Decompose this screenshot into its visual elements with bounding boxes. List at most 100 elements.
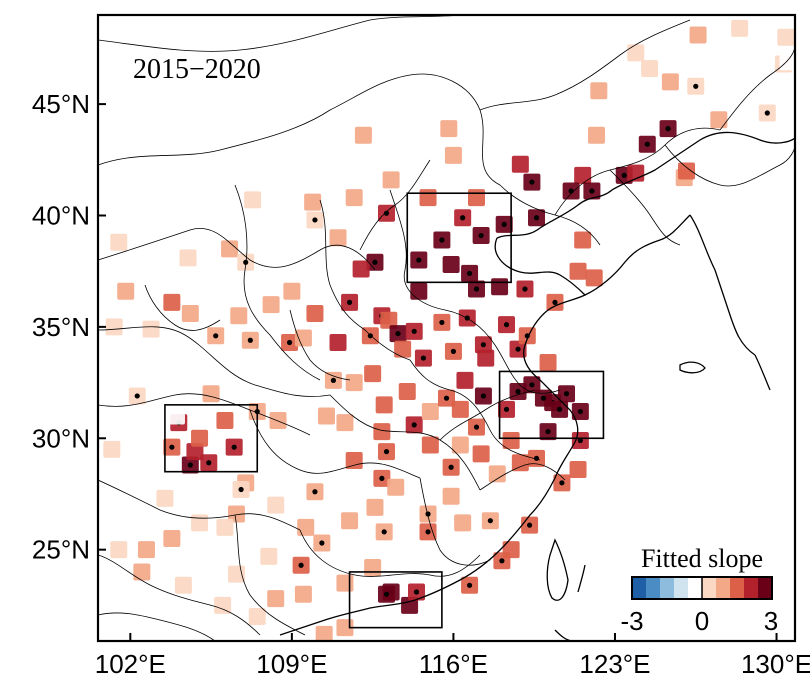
city-marker bbox=[440, 120, 458, 138]
city-marker bbox=[191, 429, 209, 447]
y-tick-label: 35°N bbox=[32, 312, 90, 342]
legend-swatch bbox=[744, 577, 759, 599]
city-marker bbox=[394, 340, 412, 358]
city-marker bbox=[80, 506, 97, 523]
city-marker bbox=[574, 166, 592, 184]
city-marker bbox=[329, 229, 347, 247]
significance-dot bbox=[568, 188, 574, 194]
legend-swatch bbox=[688, 577, 703, 599]
significance-dot bbox=[439, 237, 445, 243]
significance-dot bbox=[439, 319, 445, 326]
city-marker bbox=[267, 496, 285, 514]
legend-tick-max: 3 bbox=[764, 606, 778, 636]
significance-dot bbox=[416, 257, 422, 263]
city-marker bbox=[283, 282, 301, 300]
coastline bbox=[279, 131, 795, 641]
y-tick-label: 25°N bbox=[32, 535, 90, 565]
significance-dot bbox=[487, 518, 493, 524]
significance-dot bbox=[134, 393, 140, 399]
significance-dot bbox=[379, 475, 385, 481]
legend-swatch bbox=[632, 577, 647, 599]
legend: Fitted slope -3 0 3 bbox=[620, 544, 778, 636]
significance-dot bbox=[480, 342, 487, 348]
significance-dot bbox=[515, 388, 521, 395]
significance-dot bbox=[473, 286, 480, 292]
city-marker bbox=[156, 489, 174, 507]
city-marker bbox=[297, 518, 315, 536]
significance-dot bbox=[577, 437, 583, 444]
city-marker bbox=[167, 407, 185, 425]
city-marker bbox=[661, 73, 679, 91]
y-tick-label: 40°N bbox=[32, 200, 90, 230]
map-area bbox=[80, 15, 795, 641]
city-marker bbox=[511, 155, 529, 173]
city-marker bbox=[742, 35, 760, 53]
city-marker bbox=[442, 256, 460, 274]
significance-dot bbox=[466, 270, 473, 277]
significance-dot bbox=[522, 286, 528, 292]
city-marker bbox=[442, 487, 460, 505]
city-marker bbox=[410, 282, 428, 300]
x-tick-label: 130°E bbox=[741, 649, 810, 679]
significance-dot bbox=[529, 179, 535, 185]
city-marker bbox=[103, 440, 121, 458]
legend-title: Fitted slope bbox=[641, 544, 763, 573]
legend-swatch bbox=[716, 577, 731, 599]
significance-dot bbox=[448, 464, 454, 470]
city-marker bbox=[329, 333, 347, 351]
city-marker bbox=[345, 374, 363, 392]
city-marker bbox=[179, 249, 197, 267]
city-marker bbox=[477, 349, 495, 367]
significance-dot bbox=[383, 591, 390, 597]
significance-dot bbox=[420, 355, 427, 361]
significance-dot bbox=[552, 299, 558, 305]
city-marker bbox=[472, 445, 490, 463]
city-marker bbox=[380, 311, 398, 329]
city-marker bbox=[267, 590, 285, 608]
city-marker bbox=[574, 231, 592, 249]
significance-dot bbox=[559, 480, 565, 486]
city-marker bbox=[216, 518, 234, 536]
significance-dot bbox=[312, 489, 318, 495]
significance-dot bbox=[206, 460, 212, 466]
city-marker bbox=[364, 365, 382, 383]
city-marker bbox=[163, 293, 181, 311]
significance-dot bbox=[466, 582, 473, 588]
city-marker bbox=[539, 354, 557, 372]
national-border bbox=[98, 15, 461, 52]
plot-frame bbox=[96, 13, 797, 643]
region-box bbox=[498, 370, 605, 440]
legend-swatch bbox=[730, 577, 745, 599]
city-marker bbox=[588, 126, 606, 144]
city-marker bbox=[451, 436, 469, 454]
city-marker bbox=[191, 514, 209, 532]
city-marker bbox=[451, 400, 469, 418]
city-marker bbox=[731, 19, 749, 37]
city-marker bbox=[214, 596, 232, 614]
city-marker bbox=[269, 411, 287, 429]
significance-dot bbox=[247, 337, 253, 343]
city-marker bbox=[221, 240, 239, 258]
city-marker bbox=[315, 625, 333, 641]
city-marker bbox=[689, 26, 707, 44]
city-marker bbox=[294, 585, 312, 603]
period-label: 2015−2020 bbox=[133, 54, 261, 85]
city-marker bbox=[444, 146, 462, 164]
city-marker bbox=[375, 396, 393, 414]
significance-dot bbox=[693, 83, 699, 89]
city-marker bbox=[144, 518, 162, 536]
city-marker bbox=[181, 305, 199, 323]
significance-dot bbox=[298, 562, 304, 568]
city-marker bbox=[779, 53, 795, 71]
y-tick-label: 45°N bbox=[32, 89, 90, 119]
significance-dot bbox=[545, 428, 551, 435]
city-marker bbox=[678, 162, 696, 180]
city-marker bbox=[401, 596, 419, 614]
region-boxes bbox=[164, 192, 605, 629]
x-tick-label: 109°E bbox=[256, 649, 327, 679]
city-marker bbox=[777, 28, 795, 46]
city-marker bbox=[419, 189, 437, 207]
city-marker bbox=[304, 193, 322, 211]
significance-dot bbox=[480, 393, 487, 399]
city-marker bbox=[511, 454, 529, 472]
